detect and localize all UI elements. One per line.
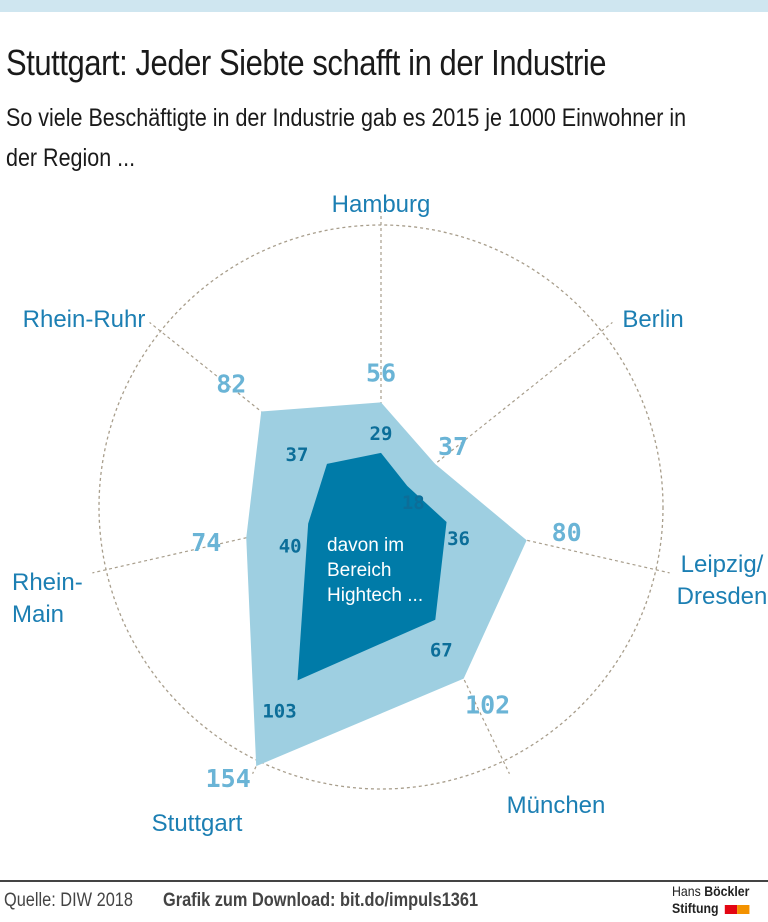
data-label-hightech-0: 29: [370, 423, 393, 445]
top-accent-bar: [0, 0, 768, 12]
source-note: Quelle: DIW 2018: [4, 890, 133, 911]
hightech-annotation: davon im Bereich Hightech ...: [327, 535, 423, 606]
axis-label-münchen: München: [507, 792, 606, 819]
axis-label-leipzig-dresden: Leipzig/Dresden: [677, 551, 768, 610]
data-label-total-2: 80: [552, 518, 582, 547]
data-label-hightech-6: 37: [286, 444, 309, 466]
radar-chart: 56 37 80 102 154 74 82 29 18 36 67 103 40 37 Hamburg Be…: [12, 191, 768, 837]
data-label-total-3: 102: [465, 691, 510, 720]
axis-label-hamburg: Hamburg: [332, 191, 431, 218]
axis-label-stuttgart: Stuttgart: [152, 810, 243, 837]
logo-text-boeckler: Böckler: [704, 883, 750, 899]
data-label-total-0: 56: [366, 358, 396, 387]
axis-label-berlin: Berlin: [622, 306, 683, 333]
logo-text-hans: Hans: [672, 883, 701, 899]
data-label-hightech-4: 103: [262, 700, 296, 722]
data-label-total-5: 74: [191, 528, 221, 557]
data-label-hightech-5: 40: [279, 536, 302, 558]
axis-label-rhein-ruhr: Rhein-Ruhr: [23, 306, 146, 333]
footer-divider: [0, 880, 768, 882]
chart-subtitle: So viele Beschäftigte in der Industrie g…: [6, 104, 687, 172]
data-label-total-4: 154: [206, 764, 251, 793]
data-label-total-1: 37: [438, 432, 468, 461]
data-label-hightech-2: 36: [447, 528, 470, 550]
data-label-total-6: 82: [216, 370, 246, 399]
hans-boeckler-logo: Hans Böckler Stiftung: [672, 883, 756, 917]
series-hightech-area: [297, 452, 447, 681]
logo-orange-square: [736, 904, 750, 914]
logo-text-stiftung: Stiftung: [672, 900, 719, 916]
download-link[interactable]: Grafik zum Download: bit.do/impuls1361: [163, 890, 479, 911]
axis-label-rhein-main: Rhein-Main: [12, 569, 83, 628]
chart-title: Stuttgart: Jeder Siebte schafft in der I…: [6, 42, 607, 83]
logo-red-square: [724, 904, 737, 914]
data-label-hightech-3: 67: [430, 640, 453, 662]
data-label-hightech-1: 18: [402, 492, 425, 514]
